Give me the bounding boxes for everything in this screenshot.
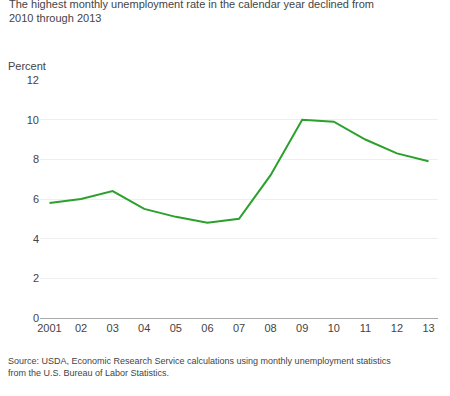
svg-text:10: 10 — [328, 322, 340, 334]
svg-text:2001: 2001 — [37, 322, 61, 334]
svg-text:0: 0 — [33, 312, 39, 324]
svg-text:06: 06 — [201, 322, 213, 334]
svg-text:13: 13 — [422, 322, 434, 334]
svg-text:04: 04 — [138, 322, 150, 334]
svg-text:02: 02 — [75, 322, 87, 334]
svg-text:11: 11 — [360, 322, 371, 334]
svg-text:6: 6 — [33, 193, 39, 205]
svg-text:05: 05 — [170, 322, 182, 334]
svg-text:09: 09 — [296, 322, 308, 334]
svg-text:8: 8 — [33, 153, 39, 165]
svg-text:Percent: Percent — [8, 60, 46, 72]
svg-text:10: 10 — [27, 114, 39, 126]
svg-text:12: 12 — [27, 74, 39, 86]
svg-text:08: 08 — [264, 322, 276, 334]
svg-text:Source: USDA, Economic Researc: Source: USDA, Economic Research Service … — [8, 356, 391, 378]
svg-text:07: 07 — [233, 322, 245, 334]
svg-text:4: 4 — [33, 233, 39, 245]
svg-text:12: 12 — [391, 322, 403, 334]
svg-text:03: 03 — [107, 322, 119, 334]
svg-text:The highest monthly unemployme: The highest monthly unemployment rate in… — [9, 0, 374, 24]
svg-text:2: 2 — [33, 272, 39, 284]
